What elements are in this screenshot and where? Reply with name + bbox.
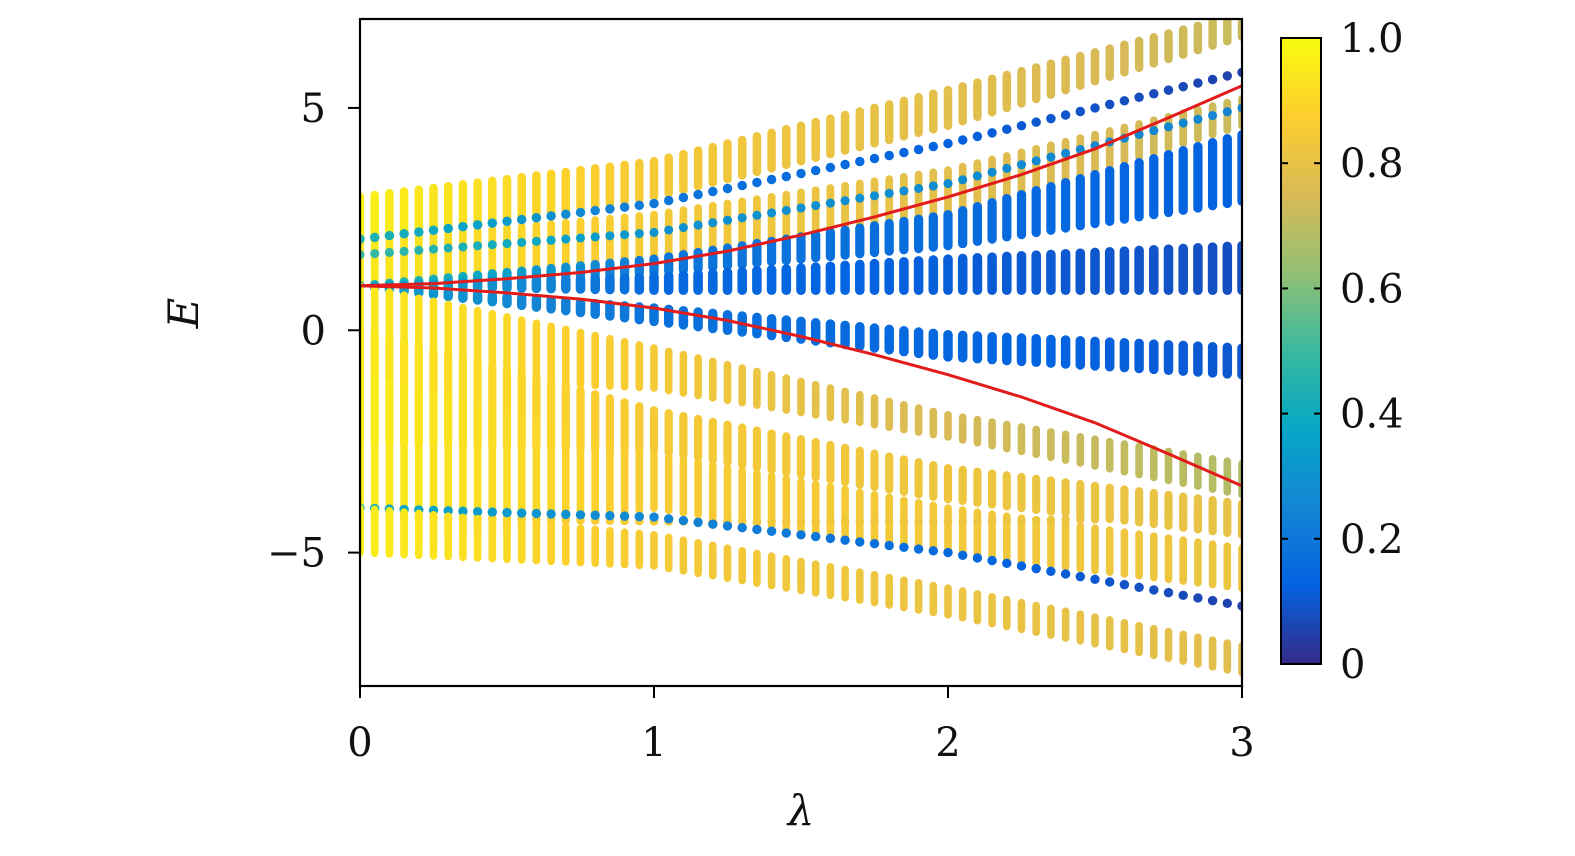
colorbar-tick-label: 0.6: [1340, 266, 1404, 312]
scatter-points: [360, 19, 1242, 677]
colorbar-gradient: [1280, 37, 1322, 665]
colorbar-tick-label: 1.0: [1340, 16, 1404, 62]
colorbar-tick-label: 0.8: [1340, 141, 1404, 187]
y-axis: −5 0 5: [267, 86, 360, 577]
band-5: [360, 241, 1242, 296]
band-2: [360, 67, 1242, 244]
plot-frame: [358, 17, 1244, 688]
y-tick-label: 5: [301, 86, 326, 132]
colorbar-ticks: 0 0.2 0.4 0.6 0.8 1.0: [1281, 16, 1404, 688]
x-tick-label: 0: [347, 720, 372, 766]
x-tick-label: 2: [935, 720, 960, 766]
band-12: [360, 504, 1242, 677]
red-curve-1: [360, 284, 1242, 488]
band-11: [360, 503, 1242, 611]
colorbar: 0 0.2 0.4 0.6 0.8 1.0: [1280, 16, 1404, 688]
band-6: [360, 281, 1242, 380]
y-tick-label: 0: [301, 308, 326, 354]
colorbar-tick-label: 0.4: [1340, 392, 1404, 438]
band-3: [360, 103, 1242, 260]
red-curves: [360, 84, 1242, 488]
x-axis-label: λ: [786, 786, 815, 835]
x-tick-label: 1: [641, 720, 666, 766]
x-tick-label: 3: [1229, 720, 1254, 766]
red-curve-0: [360, 84, 1242, 288]
y-axis-label: E: [159, 298, 208, 330]
colorbar-tick-label: 0: [1340, 642, 1365, 688]
band-0: [360, 19, 1242, 246]
x-axis: 0 1 2 3: [347, 686, 1255, 766]
y-tick-label: −5: [267, 531, 326, 577]
colorbar-tick-label: 0.2: [1340, 517, 1404, 563]
